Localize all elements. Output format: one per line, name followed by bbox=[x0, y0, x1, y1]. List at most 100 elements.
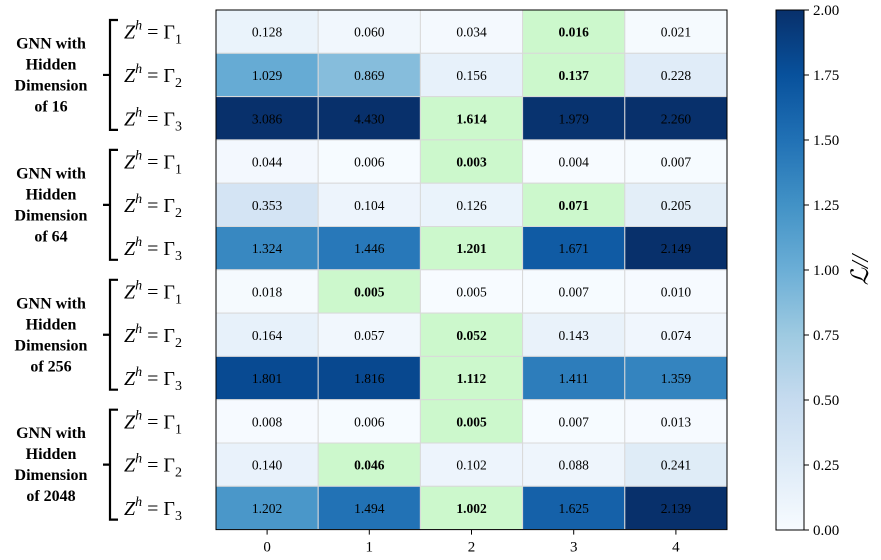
cell-value: 0.241 bbox=[661, 458, 691, 473]
heatmap-cell bbox=[624, 52, 728, 98]
cell-value: 1.446 bbox=[354, 241, 385, 256]
heatmap-cell bbox=[419, 52, 524, 98]
cell-value: 1.201 bbox=[456, 241, 487, 256]
colorbar-tick-label: 0.00 bbox=[813, 523, 839, 539]
heatmap-cell bbox=[215, 312, 319, 357]
cell-value: 1.671 bbox=[559, 241, 589, 256]
heatmap-cell bbox=[522, 485, 626, 531]
group-label-line: Dimension bbox=[15, 337, 88, 354]
heatmap-cell bbox=[419, 442, 524, 487]
cell-value: 0.228 bbox=[661, 68, 692, 83]
colorbar-gradient bbox=[775, 9, 805, 531]
cell-value: 0.044 bbox=[252, 155, 283, 170]
cell-value: 0.004 bbox=[559, 155, 590, 170]
heatmap-cell bbox=[317, 9, 421, 54]
cell-value: 0.126 bbox=[456, 198, 487, 213]
heatmap-cell bbox=[522, 312, 626, 357]
heatmap-cell bbox=[419, 355, 524, 401]
colorbar-tick-label: 0.25 bbox=[813, 458, 839, 474]
group-label-line: Hidden bbox=[26, 56, 77, 73]
heatmap-cell bbox=[624, 442, 728, 487]
heatmap-cell bbox=[317, 226, 421, 271]
colorbar-tick-label: 1.25 bbox=[813, 198, 839, 214]
x-tick-label: 4 bbox=[672, 540, 680, 556]
cell-value: 0.353 bbox=[252, 198, 283, 213]
cell-value: 0.088 bbox=[559, 458, 590, 473]
cell-value: 2.260 bbox=[661, 111, 692, 126]
cell-value: 1.494 bbox=[354, 501, 385, 516]
heatmap-cell bbox=[419, 399, 524, 444]
row-label: Zh = Γ3 bbox=[124, 495, 182, 524]
group-label-line: of 2048 bbox=[26, 488, 75, 505]
cell-value: 0.005 bbox=[354, 284, 385, 299]
colorbar: 0.00 0.25 0.50 0.75 1.00 1.25 1.50 1.75 2.00 ℒ// bbox=[775, 3, 874, 539]
cell-value: 0.156 bbox=[456, 68, 487, 83]
cell-value: 1.112 bbox=[457, 371, 487, 386]
heatmap-cell bbox=[215, 399, 319, 444]
group-label-line: of 256 bbox=[30, 358, 71, 375]
cell-value: 0.006 bbox=[354, 155, 385, 170]
cell-value: 0.143 bbox=[559, 328, 590, 343]
row-label: Zh = Γ2 bbox=[124, 62, 182, 91]
colorbar-tick-label: 0.75 bbox=[813, 328, 839, 344]
colorbar-tick-label: 0.50 bbox=[813, 393, 839, 409]
group-label-line: GNN with bbox=[16, 425, 86, 442]
cell-value: 1.625 bbox=[559, 501, 590, 516]
x-axis-ticks: 0 1 2 3 4 bbox=[263, 529, 680, 556]
colorbar-tick-label: 1.50 bbox=[813, 133, 839, 149]
heatmap-cell bbox=[215, 9, 319, 54]
cell-value: 1.002 bbox=[456, 501, 487, 516]
cell-value: 0.869 bbox=[354, 68, 385, 83]
heatmap-cell bbox=[317, 139, 421, 184]
x-tick-label: 2 bbox=[468, 540, 476, 556]
heatmap-cell bbox=[624, 312, 728, 357]
heatmap-cell bbox=[215, 269, 319, 314]
colorbar-tick-label: 2.00 bbox=[813, 3, 839, 19]
group-bracket bbox=[103, 408, 118, 521]
colorbar-label: ℒ// bbox=[848, 252, 874, 285]
heatmap-cell bbox=[522, 442, 626, 487]
group-label-line: Hidden bbox=[26, 446, 77, 463]
cell-value: 0.006 bbox=[354, 414, 385, 429]
group-bracket bbox=[103, 18, 118, 131]
cell-value: 0.128 bbox=[252, 25, 283, 40]
group-label-line: Dimension bbox=[15, 77, 88, 94]
row-label: Zh = Γ2 bbox=[124, 452, 182, 481]
heatmap-cell bbox=[317, 399, 421, 444]
cell-value: 0.137 bbox=[559, 68, 590, 83]
heatmap-cell bbox=[522, 96, 626, 141]
colorbar-tick-label: 1.00 bbox=[813, 263, 839, 279]
x-tick-label: 3 bbox=[570, 540, 578, 556]
cell-value: 0.010 bbox=[661, 284, 692, 299]
heatmap-cell bbox=[317, 96, 421, 141]
heatmap-cell bbox=[215, 442, 319, 487]
cell-value: 1.614 bbox=[456, 111, 487, 126]
cell-value: 0.140 bbox=[252, 458, 283, 473]
cell-value: 0.034 bbox=[456, 25, 487, 40]
cell-value: 0.164 bbox=[252, 328, 283, 343]
cell-value: 1.816 bbox=[354, 371, 385, 386]
cell-value: 0.046 bbox=[354, 458, 385, 473]
x-tick-label: 1 bbox=[366, 540, 374, 556]
cell-value: 0.016 bbox=[559, 25, 590, 40]
cell-value: 0.005 bbox=[456, 414, 487, 429]
heatmap-cell bbox=[419, 226, 524, 271]
cell-value: 1.801 bbox=[252, 371, 282, 386]
heatmap-cell bbox=[624, 399, 728, 444]
group-labels: GNN with Hidden Dimension of 16 GNN with Hidd… bbox=[15, 18, 118, 521]
group-bracket bbox=[103, 278, 118, 391]
heatmap-cell bbox=[624, 139, 728, 184]
cell-value: 1.411 bbox=[559, 371, 589, 386]
cell-value: 0.060 bbox=[354, 25, 385, 40]
cell-value: 0.071 bbox=[559, 198, 590, 213]
cell-value: 1.359 bbox=[661, 371, 692, 386]
cell-value: 0.007 bbox=[559, 414, 590, 429]
heatmap-cell bbox=[419, 139, 524, 184]
cell-value: 4.430 bbox=[354, 111, 385, 126]
heatmap-cell bbox=[624, 182, 728, 227]
heatmap-cell bbox=[317, 182, 421, 227]
cell-value: 0.018 bbox=[252, 284, 283, 299]
row-label: Zh = Γ3 bbox=[124, 105, 182, 134]
cell-value: 0.013 bbox=[661, 414, 692, 429]
